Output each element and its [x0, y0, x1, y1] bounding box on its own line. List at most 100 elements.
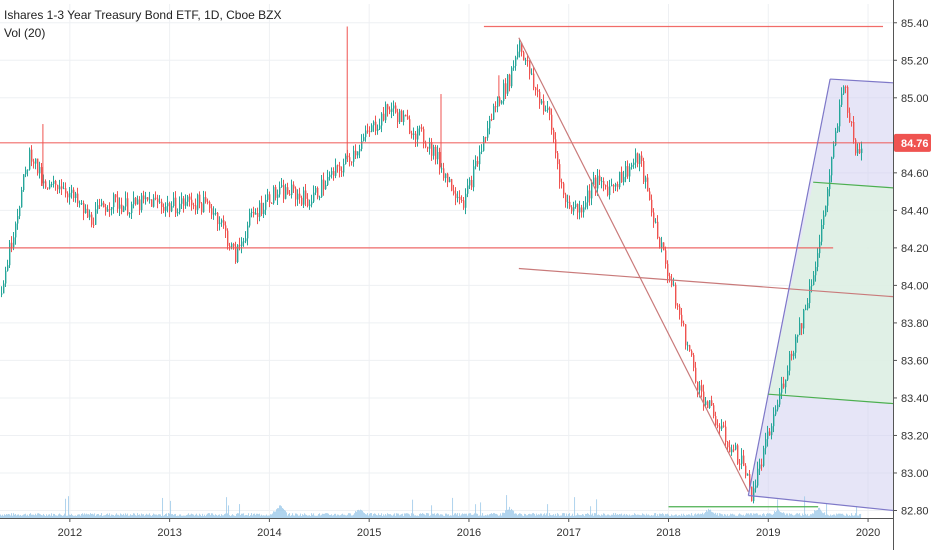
candle-body [267, 194, 269, 200]
volume-bar [855, 513, 857, 518]
volume-bar [251, 513, 253, 518]
volume-bar [608, 514, 610, 518]
candle-body [25, 169, 27, 175]
volume-bar [197, 515, 199, 518]
volume-bar [51, 513, 53, 518]
candle-body [245, 238, 247, 242]
candle-body [147, 197, 149, 200]
volume-bar [213, 514, 215, 518]
volume-bar [186, 515, 188, 518]
volume-bar [780, 512, 782, 518]
candle-body [307, 198, 309, 206]
symbol-title[interactable]: Ishares 1-3 Year Treasury Bond ETF, 1D, … [4, 8, 282, 22]
volume-bar [194, 515, 196, 518]
volume-bar [812, 513, 814, 518]
volume-bar [371, 513, 373, 518]
time-axis[interactable]: 2012 2013 2014 2015 2016 2017 2018 2019 2020 [0, 518, 893, 539]
candle-body [391, 108, 393, 112]
candle-body [637, 153, 639, 164]
candle-body [495, 106, 497, 108]
volume-bar [603, 513, 605, 518]
pitchfork-fills [748, 79, 893, 511]
candle-body [531, 73, 533, 75]
candle-body [457, 196, 459, 199]
candle-body [349, 157, 351, 162]
volume-bar [292, 513, 294, 518]
volume-bar [609, 515, 611, 518]
volume-bar [657, 514, 659, 518]
candle-body [319, 196, 321, 198]
volume-bar [749, 514, 751, 518]
volume-bar [121, 514, 123, 518]
volume-bar [34, 515, 36, 518]
volume-bar [244, 515, 246, 518]
candle-body [821, 225, 823, 242]
candle-body [293, 184, 295, 189]
candle-body [375, 121, 377, 131]
volume-bar [329, 514, 331, 518]
volume-bar [1, 515, 3, 518]
volume-bar [645, 515, 647, 518]
candle-body [223, 220, 225, 226]
volume-bar [561, 515, 563, 518]
volume-bar [257, 513, 259, 518]
candle-body [435, 146, 437, 160]
volume-bar [585, 513, 587, 518]
price-axis[interactable]: 85.40 85.20 85.00 84.60 84.40 84.20 84.00 83.80… [893, 0, 932, 550]
volume-bar [490, 513, 492, 518]
candle-body [737, 445, 739, 464]
candle-body [589, 190, 591, 199]
candle-body [315, 187, 317, 193]
volume-bar [577, 513, 579, 518]
candle-body [569, 201, 571, 208]
volume-bar [241, 513, 243, 518]
volume-bar [546, 513, 548, 518]
volume-bar [62, 515, 64, 518]
candle-body [399, 110, 401, 123]
candle-body [425, 143, 427, 147]
volume-bar [633, 515, 635, 518]
drawings[interactable] [0, 25, 894, 512]
candle-body [605, 185, 607, 187]
pitchfork-green-line [813, 181, 894, 189]
volume-bar [606, 515, 608, 518]
candle-body [599, 175, 601, 182]
candle-body [331, 171, 333, 175]
candle-body [253, 211, 255, 215]
candle-body [151, 199, 153, 207]
volume-bar [345, 515, 347, 518]
volume-bar [841, 513, 843, 518]
candle-body [689, 345, 691, 351]
candle-body [99, 205, 101, 207]
volume-bar [450, 515, 452, 518]
volume-bar [690, 515, 692, 518]
volume-bar [468, 513, 470, 518]
volume-bar [592, 513, 594, 518]
volume-bar [806, 515, 808, 518]
candle-body [125, 198, 127, 207]
volume-bar [528, 514, 530, 518]
volume-bar [207, 513, 209, 518]
candle-body [31, 149, 33, 162]
volume-bar [486, 515, 488, 518]
candle-body [615, 184, 617, 187]
volume-bar [240, 515, 242, 518]
volume-bar [44, 515, 46, 518]
candle-body [317, 187, 319, 198]
volume-bar [819, 507, 821, 518]
volume-bar [803, 515, 805, 518]
volume-bar [580, 515, 582, 518]
volume-bar [628, 515, 630, 518]
volume-bar [689, 514, 691, 518]
volume-bar [105, 515, 107, 518]
volume-bar [299, 515, 301, 518]
volume-bar [424, 514, 426, 518]
volume-indicator-label[interactable]: Vol (20) [4, 26, 46, 40]
volume-bar [435, 515, 437, 518]
volume-bar [570, 515, 572, 518]
candle-body [305, 190, 307, 199]
volume-bar [291, 515, 293, 518]
price-tick-label: 83.40 [901, 393, 929, 405]
volume-bar [8, 513, 10, 518]
